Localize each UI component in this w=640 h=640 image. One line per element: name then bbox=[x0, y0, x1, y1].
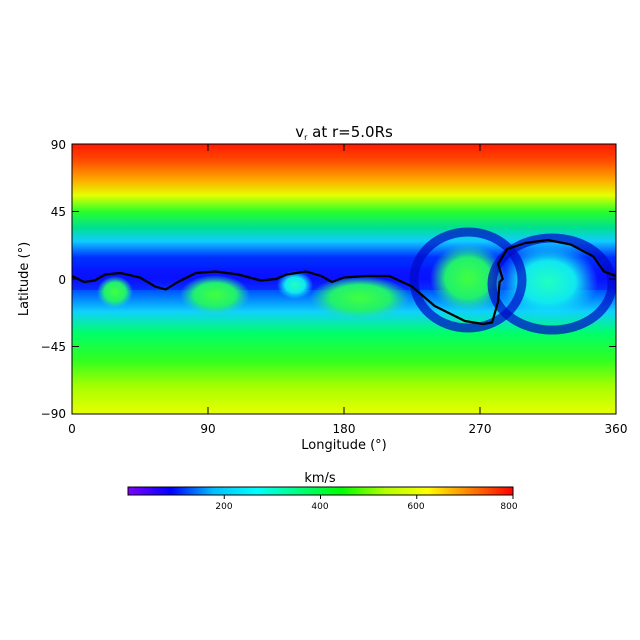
colorbar-gradient bbox=[127, 486, 514, 496]
x-tick-label: 180 bbox=[333, 422, 356, 436]
y-tick-label: −90 bbox=[41, 407, 66, 421]
x-axis: 0 90 180 270 360 Longitude (°) bbox=[68, 144, 627, 453]
y-axis-label: Latitude (°) bbox=[17, 242, 32, 316]
x-tick-label: 0 bbox=[68, 422, 76, 436]
chart-title: vr at r=5.0Rs bbox=[295, 123, 393, 142]
colorbar: km/s 200 400 600 800 bbox=[127, 471, 518, 512]
y-tick-label: 45 bbox=[51, 205, 66, 219]
dark-ring-left bbox=[409, 227, 527, 333]
chart-title-main: v bbox=[295, 123, 304, 141]
blob-4 bbox=[310, 276, 410, 320]
blob-3 bbox=[277, 271, 313, 299]
blob-1 bbox=[97, 276, 133, 308]
colorbar-tick-label: 400 bbox=[311, 502, 328, 512]
neutral-line bbox=[72, 238, 616, 326]
blob-2 bbox=[180, 275, 250, 315]
x-tick-label: 270 bbox=[469, 422, 492, 436]
heatmap-field bbox=[72, 144, 616, 414]
colorbar-tick-label: 200 bbox=[215, 502, 232, 512]
y-axis: 90 45 0 −45 −90 Latitude (°) bbox=[17, 138, 616, 421]
colorbar-tick-label: 600 bbox=[407, 502, 424, 512]
colorbar-label: km/s bbox=[304, 471, 336, 486]
x-tick-label: 90 bbox=[200, 422, 215, 436]
dark-ring-right bbox=[487, 233, 616, 335]
y-tick-label: 90 bbox=[51, 138, 66, 152]
blob-5 bbox=[430, 244, 506, 312]
x-axis-label: Longitude (°) bbox=[301, 438, 386, 453]
chart-title-suffix: at r=5.0Rs bbox=[307, 123, 393, 141]
y-tick-label: 0 bbox=[58, 273, 66, 287]
y-tick-label: −45 bbox=[41, 340, 66, 354]
x-tick-label: 360 bbox=[605, 422, 628, 436]
colorbar-tick-label: 800 bbox=[500, 502, 517, 512]
chart-title-subscript: r bbox=[304, 133, 308, 142]
